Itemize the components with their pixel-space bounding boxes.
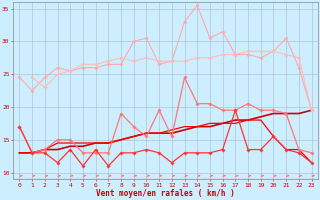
X-axis label: Vent moyen/en rafales ( km/h ): Vent moyen/en rafales ( km/h ) — [96, 189, 235, 198]
